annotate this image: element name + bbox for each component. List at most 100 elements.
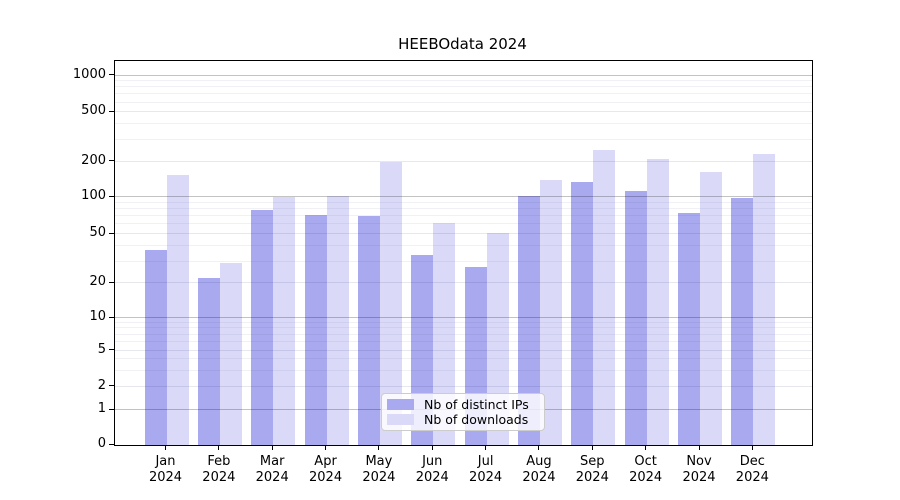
x-tick-mark-jun <box>431 445 433 450</box>
legend-item-distinct-ips: Nb of distinct IPs <box>387 398 538 411</box>
gridline-80 <box>115 208 812 210</box>
x-tick-label-jun: Jun 2024 <box>415 454 449 485</box>
bar-distinct-ips-apr <box>304 214 327 445</box>
bar-downloads-feb <box>219 263 242 445</box>
x-tick-mark-may <box>378 445 380 450</box>
gridline-4 <box>115 358 812 360</box>
x-tick-mark-oct <box>645 445 647 450</box>
x-tick-label-jan: Jan 2024 <box>148 454 183 485</box>
gridline-6 <box>115 340 812 342</box>
y-tick-mark-100 <box>109 195 114 197</box>
x-tick-mark-jan <box>165 445 166 450</box>
legend-label-downloads: Nb of downloads <box>424 412 529 427</box>
gridline-600 <box>115 101 812 103</box>
x-tick-label-may: May 2024 <box>362 454 396 485</box>
y-tick-mark-5 <box>109 349 114 350</box>
gridline-8 <box>115 327 812 329</box>
bar-distinct-ips-jan <box>144 250 167 445</box>
y-tick-mark-0 <box>109 443 114 445</box>
bar-downloads-aug <box>539 179 562 445</box>
gridline-2 <box>115 385 812 387</box>
legend-swatch-distinct-ips <box>387 399 414 410</box>
x-tick-label-dec: Dec 2024 <box>735 454 769 485</box>
gridline-7 <box>115 333 812 335</box>
y-tick-label-100: 100 <box>81 188 106 204</box>
gridline-5 <box>115 349 812 351</box>
bar-downloads-may <box>379 161 402 445</box>
x-tick-mark-dec <box>751 445 753 450</box>
y-tick-label-1: 1 <box>97 401 106 416</box>
y-tick-label-50: 50 <box>89 225 106 241</box>
x-tick-mark-nov <box>698 445 700 450</box>
y-tick-mark-1 <box>109 408 114 410</box>
y-tick-label-5: 5 <box>97 341 106 357</box>
gridline-60 <box>115 223 812 225</box>
gridline-9 <box>115 321 812 323</box>
gridline-700 <box>115 93 812 95</box>
x-tick-mark-aug <box>538 445 540 450</box>
x-tick-label-mar: Mar 2024 <box>255 454 289 485</box>
gridline-10 <box>115 317 812 318</box>
y-tick-mark-1000 <box>109 74 114 75</box>
gridline-70 <box>115 215 812 217</box>
gridline-200 <box>115 160 812 162</box>
bar-downloads-oct <box>646 158 669 445</box>
x-tick-label-feb: Feb 2024 <box>202 454 236 485</box>
bar-distinct-ips-mar <box>251 210 274 445</box>
bar-distinct-ips-sep <box>571 181 594 445</box>
x-tick-label-jul: Jul 2024 <box>469 454 503 485</box>
gridline-90 <box>115 201 812 203</box>
legend-item-downloads: Nb of downloads <box>387 413 538 426</box>
bar-downloads-apr <box>326 196 349 445</box>
x-tick-label-aug: Aug 2024 <box>522 454 556 485</box>
chart-title: HEEBOdata 2024 <box>398 35 527 53</box>
y-tick-mark-2 <box>109 385 114 386</box>
gridline-500 <box>115 111 812 113</box>
y-tick-label-200: 200 <box>81 152 106 168</box>
y-tick-label-2: 2 <box>97 377 106 393</box>
y-tick-label-500: 500 <box>81 103 106 119</box>
y-tick-label-0: 0 <box>97 436 106 451</box>
bar-distinct-ips-aug <box>517 195 540 445</box>
gridline-800 <box>115 86 812 88</box>
bar-downloads-sep <box>593 149 616 445</box>
gridline-40 <box>115 245 812 247</box>
legend-label-distinct-ips: Nb of distinct IPs <box>424 397 529 412</box>
bar-downloads-jul <box>486 233 509 445</box>
x-tick-mark-apr <box>325 445 327 450</box>
gridline-100 <box>115 196 812 198</box>
bar-distinct-ips-may <box>357 216 380 445</box>
x-tick-label-sep: Sep 2024 <box>575 454 609 485</box>
y-tick-label-20: 20 <box>89 274 106 290</box>
y-tick-mark-10 <box>109 316 114 318</box>
x-tick-mark-sep <box>591 445 593 450</box>
x-tick-label-apr: Apr 2024 <box>309 454 343 485</box>
gridline-50 <box>115 233 812 235</box>
bar-downloads-nov <box>700 172 722 445</box>
bar-downloads-dec <box>753 153 776 445</box>
gridline-900 <box>115 80 812 82</box>
gridline-30 <box>115 260 812 262</box>
x-tick-mark-feb <box>218 445 220 450</box>
legend: Nb of distinct IPs Nb of downloads <box>381 393 545 431</box>
gridline-300 <box>115 138 812 140</box>
bar-distinct-ips-oct <box>624 190 647 445</box>
legend-swatch-downloads <box>387 414 414 425</box>
y-tick-mark-500 <box>109 110 114 112</box>
x-tick-label-oct: Oct 2024 <box>629 454 663 485</box>
y-tick-mark-200 <box>109 160 114 161</box>
x-tick-mark-jul <box>485 445 487 450</box>
y-tick-mark-50 <box>109 232 114 234</box>
plot-area <box>114 60 813 446</box>
x-tick-mark-mar <box>271 445 273 450</box>
bar-distinct-ips-feb <box>197 278 220 445</box>
bar-downloads-jun <box>433 222 456 445</box>
y-tick-label-10: 10 <box>89 309 106 324</box>
gridline-20 <box>115 282 812 284</box>
bar-distinct-ips-nov <box>678 213 700 445</box>
bar-downloads-jan <box>166 174 189 445</box>
y-tick-label-1000: 1000 <box>72 66 106 82</box>
y-tick-mark-20 <box>109 281 114 283</box>
gridline-400 <box>115 123 812 125</box>
